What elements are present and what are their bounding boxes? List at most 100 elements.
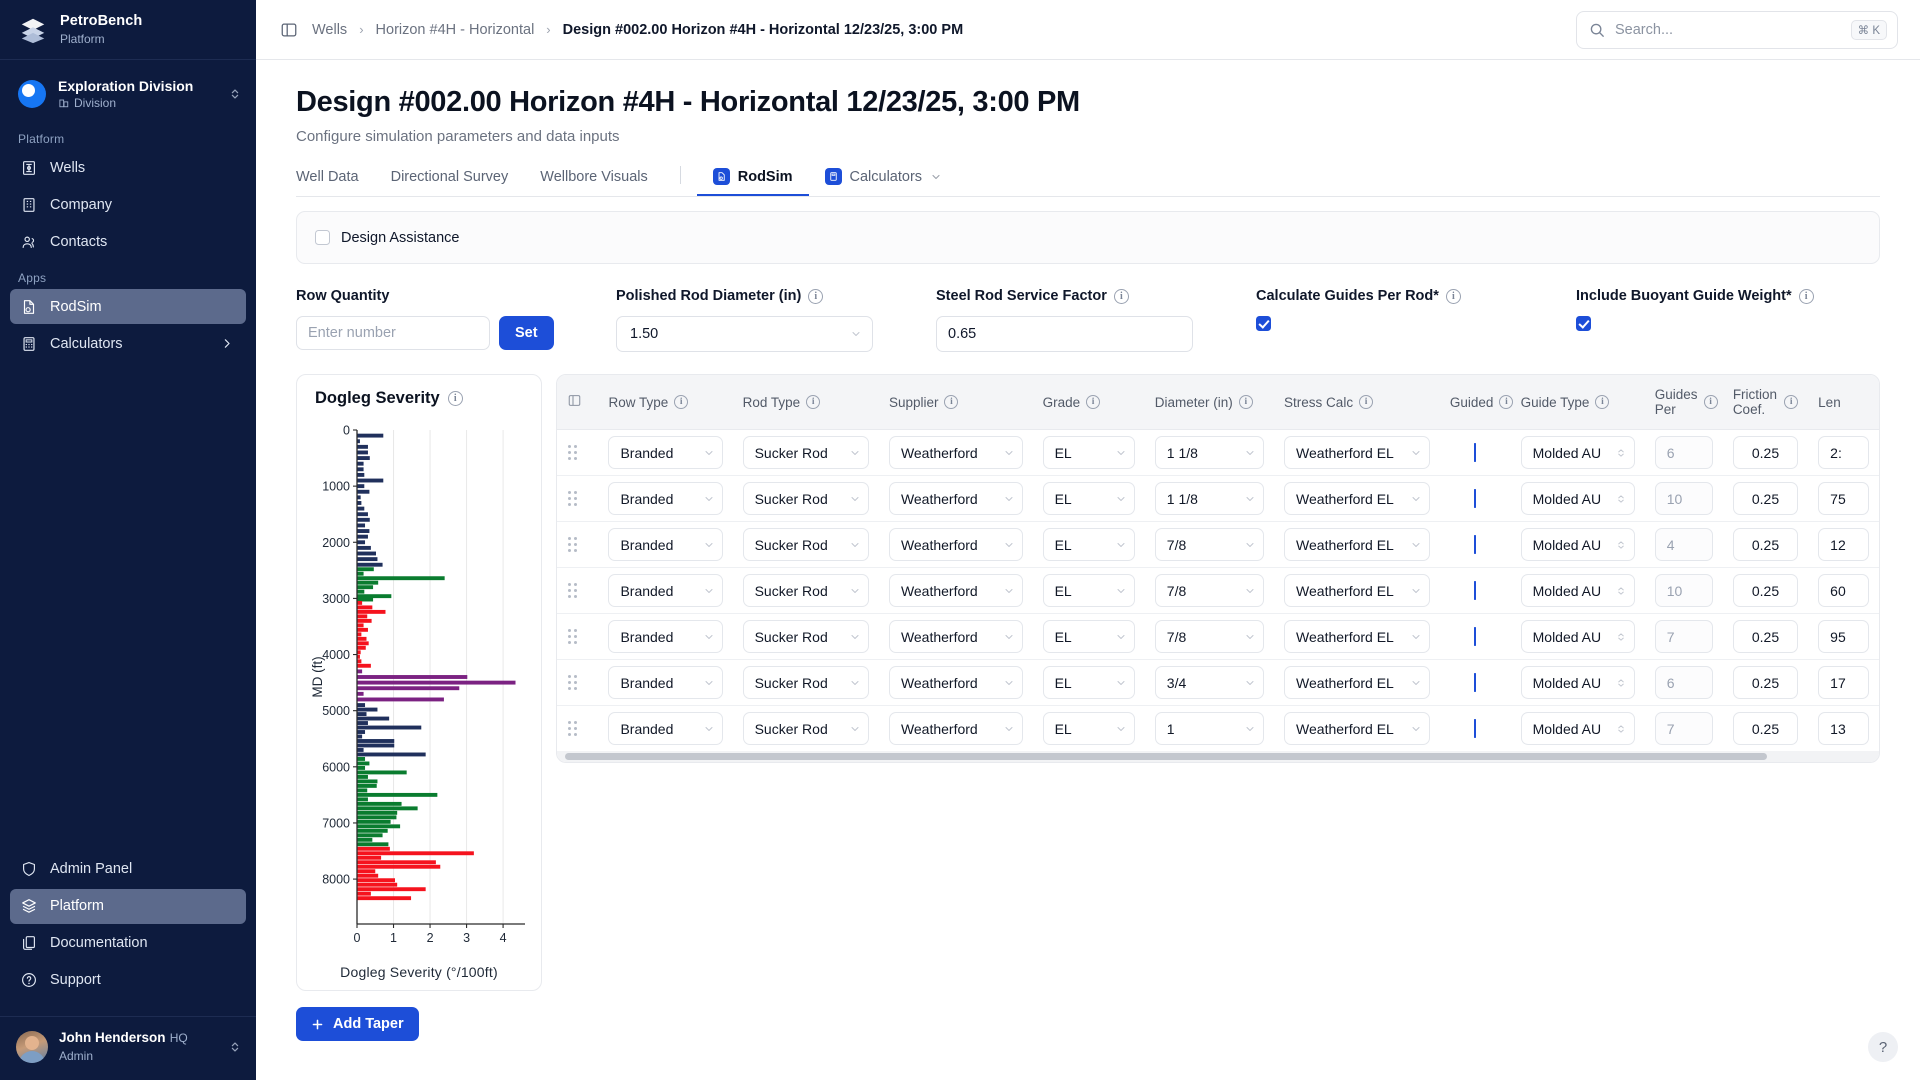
sidebar-item-contacts[interactable]: Contacts	[10, 224, 246, 259]
grade-select[interactable]: EL	[1042, 574, 1135, 607]
length-input[interactable]: 95	[1818, 620, 1869, 653]
calculate-guides-per-rod-checkbox[interactable]	[1256, 316, 1271, 331]
drag-handle[interactable]	[567, 721, 577, 737]
drag-handle[interactable]	[567, 583, 577, 599]
stress-calc-select[interactable]: Weatherford EL	[1284, 666, 1430, 699]
sidebar-item-platform[interactable]: Platform	[10, 888, 246, 924]
guided-checkbox[interactable]	[1474, 489, 1477, 508]
drag-handle[interactable]	[567, 675, 577, 691]
rod-type-select[interactable]: Sucker Rod	[742, 666, 869, 699]
polished-rod-diameter-select[interactable]: 1.50	[616, 316, 873, 352]
info-icon[interactable]: i	[1798, 288, 1814, 304]
breadcrumb-item-wells[interactable]: Wells	[312, 21, 348, 38]
guide-type-select[interactable]: Molded AU	[1520, 436, 1635, 469]
sidebar-item-rodsim[interactable]: RodSim	[10, 289, 246, 325]
guided-checkbox[interactable]	[1474, 535, 1477, 554]
row-quantity-input[interactable]: Enter number	[296, 316, 490, 350]
table-header-row-type[interactable]: Row Type i	[598, 375, 733, 430]
friction-coef-input[interactable]: 0.25	[1732, 482, 1799, 515]
table-horizontal-scrollbar[interactable]	[557, 751, 1879, 762]
guide-type-select[interactable]: Molded AU	[1520, 620, 1635, 653]
info-icon[interactable]: i	[1238, 395, 1253, 409]
rod-type-select[interactable]: Sucker Rod	[742, 482, 869, 515]
guided-checkbox[interactable]	[1474, 581, 1477, 600]
sidebar-item-support[interactable]: Support	[10, 963, 246, 998]
table-header-stress-calc[interactable]: Stress Calc i	[1274, 375, 1440, 430]
friction-coef-input[interactable]: 0.25	[1732, 712, 1799, 745]
grade-select[interactable]: EL	[1042, 528, 1135, 561]
friction-coef-input[interactable]: 0.25	[1732, 666, 1799, 699]
user-menu[interactable]: John Henderson HQ Admin	[0, 1017, 256, 1080]
sidebar-item-calculators[interactable]: Calculators	[10, 326, 246, 361]
diameter-select[interactable]: 7/8	[1154, 620, 1265, 653]
guide-type-select[interactable]: Molded AU	[1520, 482, 1635, 515]
rod-type-select[interactable]: Sucker Rod	[742, 620, 869, 653]
friction-coef-input[interactable]: 0.25	[1732, 528, 1799, 561]
diameter-select[interactable]: 1 1/8	[1154, 436, 1265, 469]
guided-checkbox[interactable]	[1474, 719, 1477, 738]
supplier-select[interactable]: Weatherford	[888, 712, 1023, 745]
sidebar-item-wells[interactable]: Wells	[10, 150, 246, 185]
design-assistance-checkbox[interactable]	[315, 230, 330, 245]
row-type-select[interactable]: Branded	[608, 666, 723, 699]
supplier-select[interactable]: Weatherford	[888, 482, 1023, 515]
row-type-select[interactable]: Branded	[608, 620, 723, 653]
guide-type-select[interactable]: Molded AU	[1520, 666, 1635, 699]
friction-coef-input[interactable]: 0.25	[1732, 620, 1799, 653]
stress-calc-select[interactable]: Weatherford EL	[1284, 528, 1430, 561]
friction-coef-input[interactable]: 0.25	[1732, 436, 1799, 469]
row-type-select[interactable]: Branded	[608, 528, 723, 561]
row-type-select[interactable]: Branded	[608, 574, 723, 607]
rod-type-select[interactable]: Sucker Rod	[742, 436, 869, 469]
tab-rodsim[interactable]: RodSim	[697, 168, 809, 196]
friction-coef-input[interactable]: 0.25	[1732, 574, 1799, 607]
table-header-diameter[interactable]: Diameter (in) i	[1144, 375, 1275, 430]
stress-calc-select[interactable]: Weatherford EL	[1284, 712, 1430, 745]
rod-type-select[interactable]: Sucker Rod	[742, 528, 869, 561]
grade-select[interactable]: EL	[1042, 666, 1135, 699]
org-switcher[interactable]: Exploration Division Division	[0, 66, 256, 122]
length-input[interactable]: 13	[1818, 712, 1869, 745]
row-type-select[interactable]: Branded	[608, 712, 723, 745]
chevron-up-down-icon[interactable]	[228, 1040, 242, 1054]
supplier-select[interactable]: Weatherford	[888, 436, 1023, 469]
info-icon[interactable]: i	[1113, 288, 1129, 304]
stress-calc-select[interactable]: Weatherford EL	[1284, 436, 1430, 469]
info-icon[interactable]: i	[1784, 395, 1799, 409]
length-input[interactable]: 17	[1818, 666, 1869, 699]
info-icon[interactable]: i	[944, 395, 959, 409]
rod-type-select[interactable]: Sucker Rod	[742, 712, 869, 745]
drag-handle[interactable]	[567, 491, 577, 507]
supplier-select[interactable]: Weatherford	[888, 528, 1023, 561]
table-header-guide-type[interactable]: Guide Type i	[1510, 375, 1645, 430]
length-input[interactable]: 60	[1818, 574, 1869, 607]
columns-icon[interactable]	[567, 393, 582, 408]
diameter-select[interactable]: 7/8	[1154, 574, 1265, 607]
length-input[interactable]: 75	[1818, 482, 1869, 515]
add-taper-button[interactable]: Add Taper	[296, 1007, 419, 1041]
table-header-guides-per[interactable]: Guides Per i	[1644, 375, 1723, 430]
info-icon[interactable]: i	[808, 288, 824, 304]
stress-calc-select[interactable]: Weatherford EL	[1284, 482, 1430, 515]
drag-handle[interactable]	[567, 629, 577, 645]
guide-type-select[interactable]: Molded AU	[1520, 574, 1635, 607]
drag-handle[interactable]	[567, 537, 577, 553]
guides-per-input[interactable]: 6	[1654, 436, 1713, 469]
stress-calc-select[interactable]: Weatherford EL	[1284, 620, 1430, 653]
diameter-select[interactable]: 1 1/8	[1154, 482, 1265, 515]
grade-select[interactable]: EL	[1042, 482, 1135, 515]
sidebar-item-documentation[interactable]: Documentation	[10, 926, 246, 961]
grade-select[interactable]: EL	[1042, 436, 1135, 469]
table-header-grade[interactable]: Grade i	[1032, 375, 1145, 430]
diameter-select[interactable]: 3/4	[1154, 666, 1265, 699]
drag-handle[interactable]	[567, 445, 577, 461]
tab-calculators[interactable]: Calculators	[809, 168, 959, 196]
guides-per-input[interactable]: 6	[1654, 666, 1713, 699]
guided-checkbox[interactable]	[1474, 443, 1477, 462]
grade-select[interactable]: EL	[1042, 620, 1135, 653]
diameter-select[interactable]: 1	[1154, 712, 1265, 745]
info-icon[interactable]: i	[674, 395, 689, 409]
length-input[interactable]: 2:	[1818, 436, 1869, 469]
table-header-guided[interactable]: Guided i	[1439, 375, 1514, 430]
info-icon[interactable]: i	[1499, 395, 1514, 409]
